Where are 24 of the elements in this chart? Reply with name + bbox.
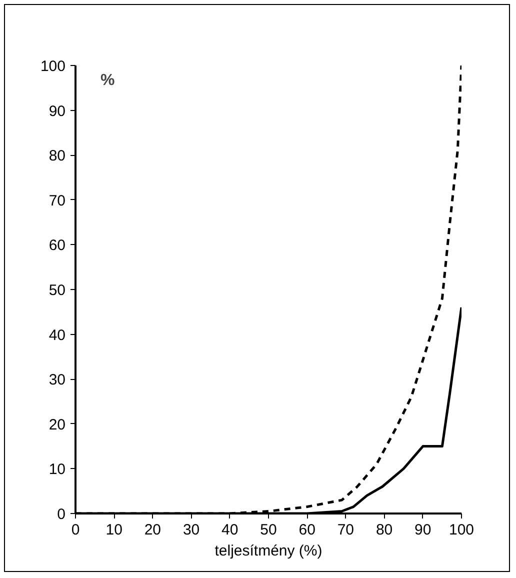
- x-tick-label: 40: [222, 522, 238, 538]
- x-tick-label: 70: [337, 522, 354, 538]
- y-tick-label: 80: [48, 148, 66, 165]
- x-axis-title: teljesítmény (%): [214, 542, 322, 560]
- x-tick-label: 60: [298, 522, 316, 538]
- x-tick-label: 30: [182, 522, 200, 538]
- y-tick-label: 100: [40, 58, 66, 75]
- y-tick-label: 30: [48, 372, 66, 389]
- y-tick-label: 90: [48, 102, 66, 120]
- y-tick-label: 50: [48, 282, 66, 299]
- x-tick-label: 0: [71, 522, 80, 538]
- y-tick-label: 20: [48, 416, 66, 434]
- y-tick-label: 60: [48, 237, 66, 254]
- x-tick-label: 90: [414, 522, 432, 538]
- y-tick-label: 40: [48, 326, 66, 344]
- x-tick-label: 100: [448, 522, 474, 538]
- x-tick-label: 50: [260, 522, 277, 538]
- y-axis-title: %: [100, 72, 115, 89]
- y-tick-label: 0: [57, 506, 66, 523]
- y-tick-label: 70: [48, 192, 66, 210]
- x-tick-label: 80: [376, 522, 393, 538]
- y-tick-label: 10: [48, 461, 66, 478]
- x-tick-label: 10: [106, 522, 122, 538]
- x-tick-label: 20: [144, 522, 162, 538]
